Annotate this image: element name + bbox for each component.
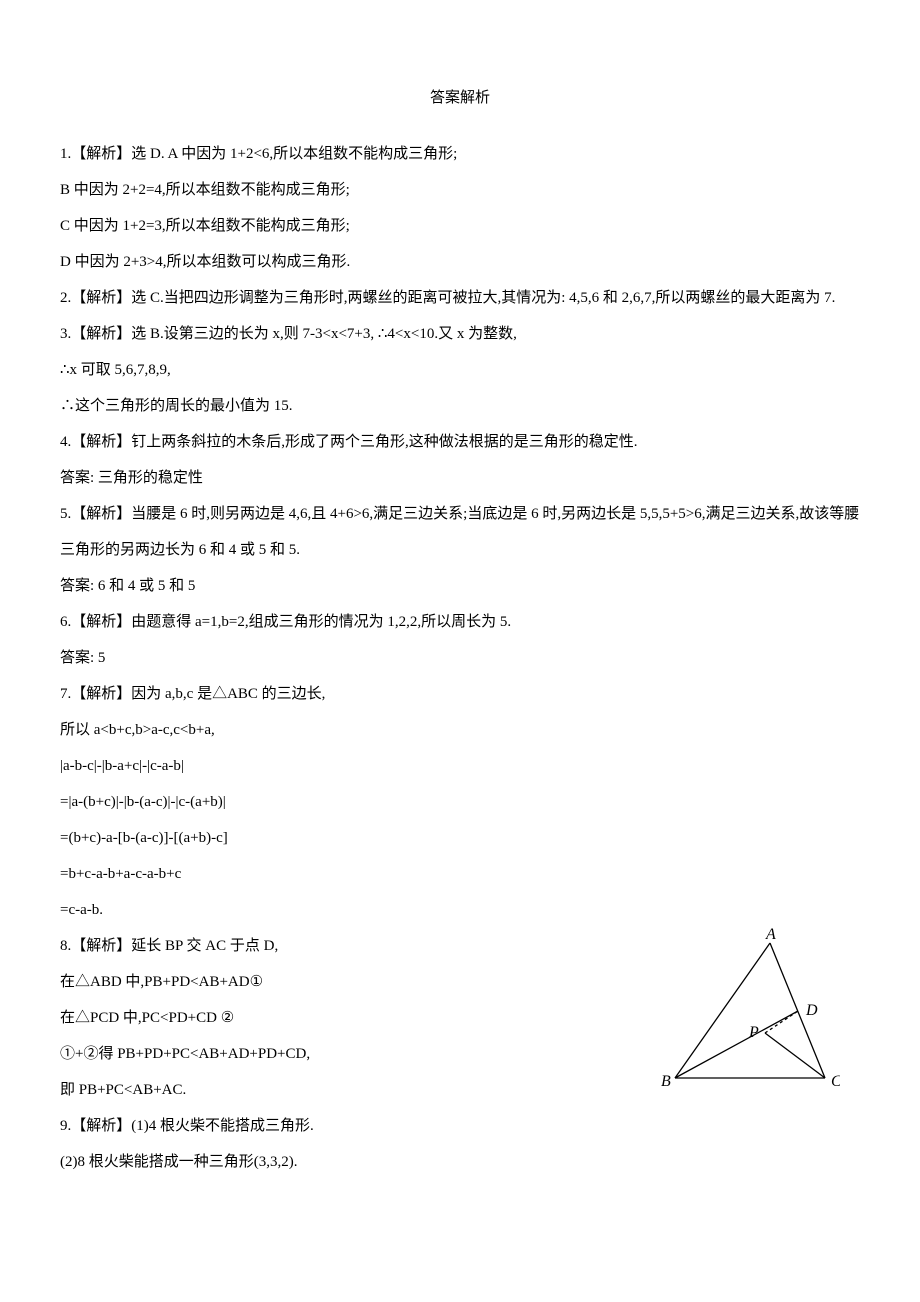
solution-7-line-e: =(b+c)-a-[b-(a-c)]-[(a+b)-c] [60, 820, 860, 856]
solution-6: 6.【解析】由题意得 a=1,b=2,组成三角形的情况为 1,2,2,所以周长为… [60, 604, 860, 640]
solution-3-line-c: ∴这个三角形的周长的最小值为 15. [60, 388, 860, 424]
svg-text:B: B [661, 1073, 671, 1090]
solution-7-line-f: =b+c-a-b+a-c-a-b+c [60, 856, 860, 892]
solution-7-line-a: 7.【解析】因为 a,b,c 是△ABC 的三边长, [60, 676, 860, 712]
svg-text:P: P [748, 1024, 759, 1041]
solution-2: 2.【解析】选 C.当把四边形调整为三角形时,两螺丝的距离可被拉大,其情况为: … [60, 280, 860, 316]
solution-7-line-c: |a-b-c|-|b-a+c|-|c-a-b| [60, 748, 860, 784]
solution-4: 4.【解析】钉上两条斜拉的木条后,形成了两个三角形,这种做法根据的是三角形的稳定… [60, 424, 860, 460]
answer-5: 答案: 6 和 4 或 5 和 5 [60, 568, 860, 604]
solution-7-line-d: =|a-(b+c)|-|b-(a-c)|-|c-(a+b)| [60, 784, 860, 820]
solution-9-line-b: (2)8 根火柴能搭成一种三角形(3,3,2). [60, 1144, 860, 1180]
triangle-diagram: A B C D P [660, 928, 840, 1108]
svg-text:A: A [765, 928, 776, 943]
solution-9-line-a: 9.【解析】(1)4 根火柴不能搭成三角形. [60, 1108, 860, 1144]
page-title: 答案解析 [60, 80, 860, 116]
solution-1-line-c: C 中因为 1+2=3,所以本组数不能构成三角形; [60, 208, 860, 244]
answer-4: 答案: 三角形的稳定性 [60, 460, 860, 496]
solution-7-line-g: =c-a-b. [60, 892, 860, 928]
answer-6: 答案: 5 [60, 640, 860, 676]
solution-3-line-a: 3.【解析】选 B.设第三边的长为 x,则 7-3<x<7+3, ∴4<x<10… [60, 316, 860, 352]
svg-text:C: C [831, 1073, 840, 1090]
solution-1-line-b: B 中因为 2+2=4,所以本组数不能构成三角形; [60, 172, 860, 208]
solution-7-line-b: 所以 a<b+c,b>a-c,c<b+a, [60, 712, 860, 748]
solution-5: 5.【解析】当腰是 6 时,则另两边是 4,6,且 4+6>6,满足三边关系;当… [60, 496, 860, 568]
solution-1-line-a: 1.【解析】选 D. A 中因为 1+2<6,所以本组数不能构成三角形; [60, 136, 860, 172]
solution-8-block: ABCDP 8.【解析】延长 BP 交 AC 于点 D, 在△ABD 中,PB+… [60, 928, 860, 1108]
solution-3-line-b: ∴x 可取 5,6,7,8,9, [60, 352, 860, 388]
solution-1-line-d: D 中因为 2+3>4,所以本组数可以构成三角形. [60, 244, 860, 280]
svg-text:D: D [805, 1002, 818, 1019]
